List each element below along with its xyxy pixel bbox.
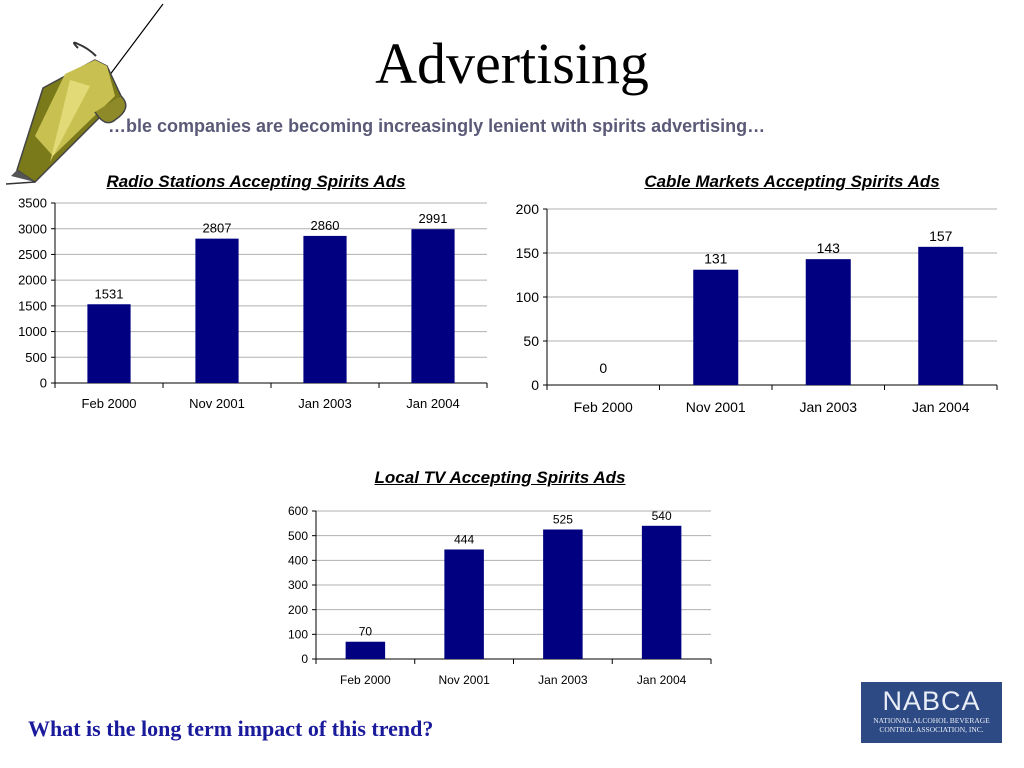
slide-title: Advertising bbox=[375, 31, 649, 96]
category-label: Nov 2001 bbox=[438, 673, 490, 687]
y-tick-label: 300 bbox=[288, 578, 308, 592]
category-label: Jan 2003 bbox=[298, 396, 352, 411]
category-label: Jan 2004 bbox=[912, 399, 970, 415]
y-tick-label: 2500 bbox=[18, 247, 47, 262]
plumb-bob-icon bbox=[5, 3, 164, 185]
bar bbox=[693, 269, 739, 385]
slide-subtitle: …ble companies are becoming increasingly… bbox=[108, 116, 766, 136]
data-label: 2807 bbox=[203, 221, 232, 236]
data-label: 131 bbox=[704, 251, 728, 267]
category-label: Nov 2001 bbox=[686, 399, 746, 415]
localtv-chart: 0 100 200 300 400 500 600 70 Feb 2000 444 Nov 2001… bbox=[288, 504, 712, 687]
nabca-logo: NABCA NATIONAL ALCOHOL BEVERAGE CONTROL … bbox=[861, 682, 1002, 743]
bar bbox=[918, 246, 964, 385]
bar bbox=[411, 229, 455, 383]
closing-question: What is the long term impact of this tre… bbox=[28, 716, 434, 741]
y-tick-label: 400 bbox=[288, 554, 308, 568]
logo-line-1: NATIONAL ALCOHOL BEVERAGE bbox=[873, 716, 990, 725]
bar bbox=[543, 529, 583, 659]
category-label: Jan 2004 bbox=[637, 673, 687, 687]
bar bbox=[641, 525, 682, 659]
chart-title-radio: Radio Stations Accepting Spirits Ads bbox=[106, 172, 406, 191]
y-tick-label: 0 bbox=[40, 376, 47, 391]
category-label: Jan 2003 bbox=[799, 399, 857, 415]
data-label: 525 bbox=[553, 513, 573, 527]
y-tick-label: 3000 bbox=[18, 221, 47, 236]
category-label: Feb 2000 bbox=[340, 673, 391, 687]
y-tick-label: 200 bbox=[516, 201, 540, 217]
category-label: Feb 2000 bbox=[82, 396, 137, 411]
data-label: 2991 bbox=[419, 211, 448, 226]
category-label: Nov 2001 bbox=[189, 396, 245, 411]
y-tick-label: 50 bbox=[523, 333, 539, 349]
y-tick-label: 200 bbox=[288, 603, 308, 617]
bar bbox=[805, 259, 851, 385]
category-label: Feb 2000 bbox=[574, 399, 633, 415]
y-tick-label: 1000 bbox=[18, 324, 47, 339]
bar bbox=[444, 549, 484, 659]
bar bbox=[87, 304, 131, 383]
y-tick-label: 1500 bbox=[18, 298, 47, 313]
chart-title-cable: Cable Markets Accepting Spirits Ads bbox=[644, 172, 940, 191]
y-tick-label: 2000 bbox=[18, 273, 47, 288]
y-tick-label: 600 bbox=[288, 504, 308, 518]
y-tick-label: 500 bbox=[288, 529, 308, 543]
data-label: 540 bbox=[652, 509, 672, 523]
data-label: 1531 bbox=[95, 286, 124, 301]
logo-line-2: CONTROL ASSOCIATION, INC. bbox=[879, 725, 984, 734]
bar bbox=[195, 238, 239, 383]
data-label: 2860 bbox=[311, 218, 340, 233]
data-label: 70 bbox=[359, 625, 373, 639]
y-tick-label: 150 bbox=[516, 245, 540, 261]
chart-title-localtv: Local TV Accepting Spirits Ads bbox=[374, 468, 626, 487]
y-tick-label: 3500 bbox=[18, 196, 47, 211]
category-label: Jan 2004 bbox=[406, 396, 460, 411]
category-label: Jan 2003 bbox=[538, 673, 588, 687]
data-label: 157 bbox=[929, 228, 953, 244]
radio-chart: 0 500 1000 1500 2000 2500 3000 3500 1531 Feb 2000… bbox=[18, 196, 488, 411]
data-label: 0 bbox=[599, 360, 607, 376]
bar bbox=[345, 641, 386, 659]
y-tick-label: 0 bbox=[531, 377, 539, 393]
y-tick-label: 0 bbox=[301, 652, 308, 666]
cable-chart: 0 50 100 150 200 0 Feb 2000 131 Nov 2001 143 Jan 2… bbox=[516, 201, 998, 415]
bar bbox=[303, 235, 347, 383]
y-tick-label: 100 bbox=[516, 289, 540, 305]
y-tick-label: 100 bbox=[288, 628, 308, 642]
data-label: 444 bbox=[454, 532, 474, 546]
data-label: 143 bbox=[817, 240, 841, 256]
logo-name: NABCA bbox=[882, 686, 981, 716]
y-tick-label: 500 bbox=[25, 350, 47, 365]
